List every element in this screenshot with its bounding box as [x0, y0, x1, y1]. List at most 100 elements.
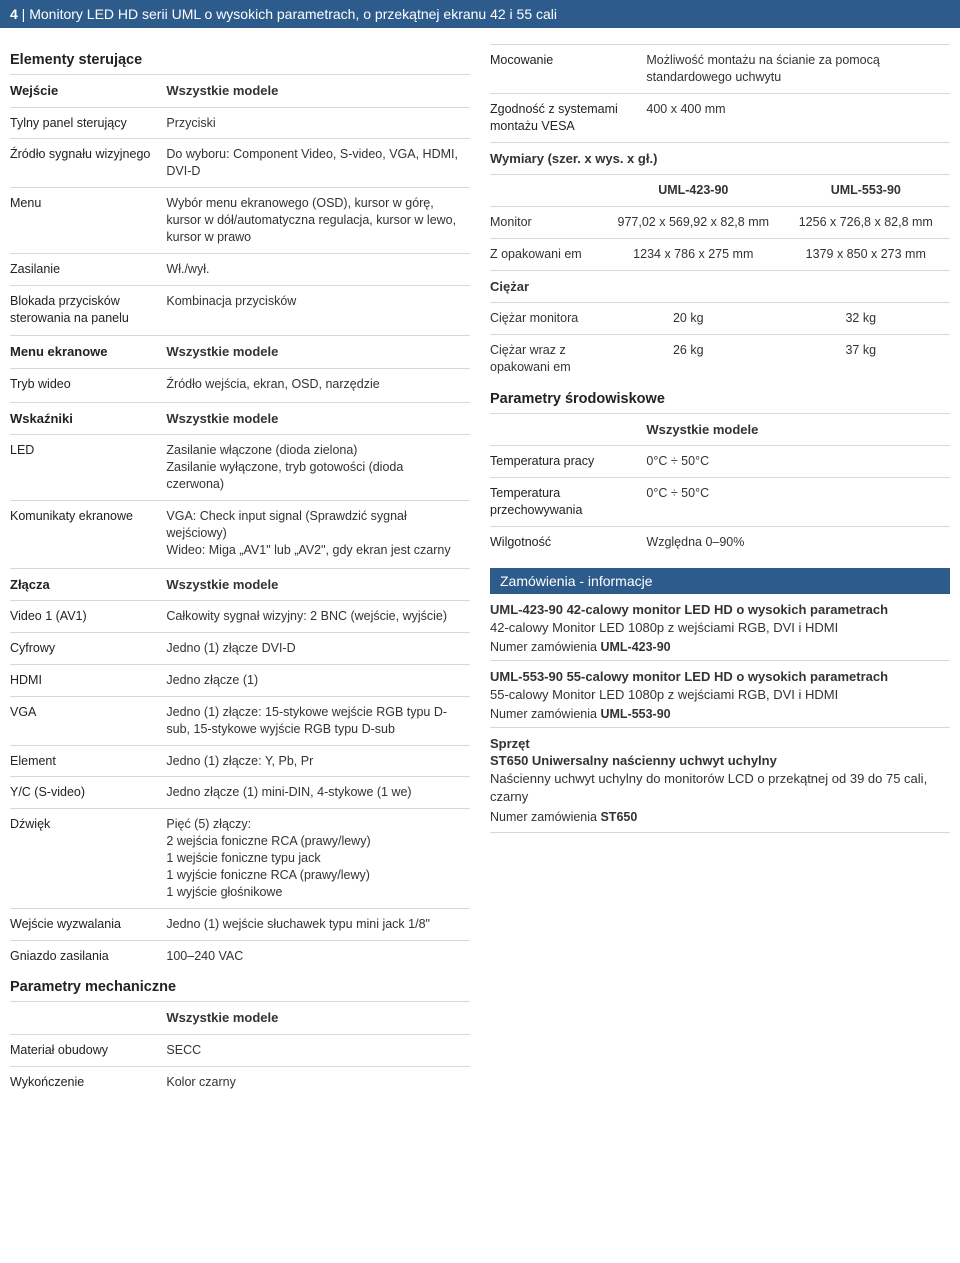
order-title: UML-553-90 55-calowy monitor LED HD o wy…	[490, 669, 950, 684]
spec-label: Wykończenie	[10, 1066, 166, 1097]
orders-list: UML-423-90 42-calowy monitor LED HD o wy…	[490, 594, 950, 728]
spec-value: Wszystkie modele	[646, 413, 950, 446]
spec-label: LED	[10, 435, 166, 501]
spec-label: Element	[10, 745, 166, 777]
table-zlacza: ZłączaWszystkie modeleVideo 1 (AV1)Całko…	[10, 568, 470, 972]
order-desc: 55-calowy Monitor LED 1080p z wejściami …	[490, 686, 950, 704]
spec-label: Temperatura pracy	[490, 446, 646, 478]
dim-title: Wymiary (szer. x wys. x gł.)	[490, 142, 950, 174]
table-elementy: WejścieWszystkie modeleTylny panel steru…	[10, 74, 470, 333]
order-number: Numer zamówienia UML-553-90	[490, 707, 950, 721]
table-ciezar-title: Ciężar	[490, 270, 950, 303]
sprzet-num: Numer zamówienia ST650	[490, 810, 950, 824]
spec-label: Zgodność z systemami montażu VESA	[490, 93, 646, 141]
final-separator	[490, 832, 950, 833]
spec-label: Mocowanie	[490, 45, 646, 94]
dim-label: Ciężar wraz z opakowani em	[490, 335, 605, 383]
header-title: Monitory LED HD serii UML o wysokich par…	[29, 6, 557, 22]
dim-val-2: 1256 x 726,8 x 82,8 mm	[788, 206, 950, 238]
spec-value: Jedno złącze (1) mini-DIN, 4-stykowe (1 …	[166, 777, 470, 809]
order-title: UML-423-90 42-calowy monitor LED HD o wy…	[490, 602, 950, 617]
spec-label: Złącza	[10, 568, 166, 601]
dim-label: Monitor	[490, 206, 605, 238]
section-srodowisko: Parametry środowiskowe	[490, 391, 950, 407]
sprzet-title: Sprzęt	[490, 736, 950, 751]
spec-label: Tylny panel sterujący	[10, 107, 166, 139]
table-wskazniki: WskaźnikiWszystkie modeleLEDZasilanie wł…	[10, 402, 470, 566]
spec-label: Video 1 (AV1)	[10, 601, 166, 633]
spec-value: Przyciski	[166, 107, 470, 139]
sprzet-block: Sprzęt ST650 Uniwersalny naścienny uchwy…	[490, 728, 950, 829]
spec-value: Wszystkie modele	[166, 336, 470, 369]
sprzet-item-title: ST650 Uniwersalny naścienny uchwyt uchyl…	[490, 753, 950, 768]
dim-val-2: 1379 x 850 x 273 mm	[788, 238, 950, 269]
spec-value: Do wyboru: Component Video, S-video, VGA…	[166, 139, 470, 188]
spec-label: HDMI	[10, 664, 166, 696]
spec-label: Źródło sygnału wizyjnego	[10, 139, 166, 188]
spec-value: Wszystkie modele	[166, 1002, 470, 1035]
spec-value: Całkowity sygnał wizyjny: 2 BNC (wejście…	[166, 601, 470, 633]
spec-label: Zasilanie	[10, 253, 166, 285]
spec-value: 0°C ÷ 50°C	[646, 446, 950, 478]
page-header: 4 | Monitory LED HD serii UML o wysokich…	[0, 0, 960, 28]
spec-label: Wskaźniki	[10, 402, 166, 435]
dim-val-1: 1234 x 786 x 275 mm	[605, 238, 788, 269]
spec-value: Jedno (1) złącze: 15-stykowe wejście RGB…	[166, 696, 470, 745]
spec-label: Materiał obudowy	[10, 1034, 166, 1066]
dim-header: UML-423-90	[605, 175, 788, 207]
section-elementy: Elementy sterujące	[10, 52, 470, 68]
spec-value: SECC	[166, 1034, 470, 1066]
dim-val-2: 37 kg	[778, 335, 951, 383]
spec-value: Źródło wejścia, ekran, OSD, narzędzie	[166, 368, 470, 399]
spec-label: Wejście	[10, 75, 166, 108]
spec-label: Y/C (S-video)	[10, 777, 166, 809]
spec-value: Kolor czarny	[166, 1066, 470, 1097]
content-columns: Elementy sterujące WejścieWszystkie mode…	[0, 28, 960, 1118]
spec-value: Jedno (1) złącze DVI-D	[166, 633, 470, 665]
page-number: 4	[10, 6, 18, 22]
order-number: Numer zamówienia UML-423-90	[490, 640, 950, 654]
spec-value: VGA: Check input signal (Sprawdzić sygna…	[166, 501, 470, 566]
spec-label: Gniazdo zasilania	[10, 940, 166, 971]
spec-value: 0°C ÷ 50°C	[646, 478, 950, 527]
spec-value: Wł./wył.	[166, 253, 470, 285]
spec-label: Blokada przycisków sterowania na panelu	[10, 285, 166, 333]
table-mounting: MocowanieMożliwość montażu na ścianie za…	[490, 44, 950, 142]
header-sep: |	[18, 6, 29, 22]
order-desc: 42-calowy Monitor LED 1080p z wejściami …	[490, 619, 950, 637]
table-environmental: Wszystkie modeleTemperatura pracy0°C ÷ 5…	[490, 413, 950, 558]
spec-label: VGA	[10, 696, 166, 745]
spec-label: Komunikaty ekranowe	[10, 501, 166, 566]
table-dim-title: Wymiary (szer. x wys. x gł.)	[490, 142, 950, 175]
spec-value: Wszystkie modele	[166, 402, 470, 435]
dim-header: UML-553-90	[788, 175, 950, 207]
spec-label: Menu	[10, 188, 166, 254]
spec-value: Jedno (1) złącze: Y, Pb, Pr	[166, 745, 470, 777]
spec-value: Jedno złącze (1)	[166, 664, 470, 696]
spec-label: Wilgotność	[490, 527, 646, 558]
left-column: Elementy sterujące WejścieWszystkie mode…	[10, 44, 470, 1098]
dim-label: Ciężar monitora	[490, 303, 605, 335]
spec-value: 400 x 400 mm	[646, 93, 950, 141]
ciezar-title: Ciężar	[490, 270, 950, 302]
spec-value: 100–240 VAC	[166, 940, 470, 971]
section-mechaniczne: Parametry mechaniczne	[10, 979, 470, 995]
order-info-bar: Zamówienia - informacje	[490, 568, 950, 594]
dim-val-1: 20 kg	[605, 303, 778, 335]
sprzet-desc: Naścienny uchwyt uchylny do monitorów LC…	[490, 770, 950, 806]
right-column: MocowanieMożliwość montażu na ścianie za…	[490, 44, 950, 1098]
dim-val-2: 32 kg	[778, 303, 951, 335]
spec-value: Możliwość montażu na ścianie za pomocą s…	[646, 45, 950, 94]
spec-label: Tryb wideo	[10, 368, 166, 399]
order-block: UML-553-90 55-calowy monitor LED HD o wy…	[490, 661, 950, 728]
table-mechaniczne: Wszystkie modeleMateriał obudowySECCWyko…	[10, 1001, 470, 1097]
dim-val-1: 26 kg	[605, 335, 778, 383]
spec-value: Jedno (1) wejście słuchawek typu mini ja…	[166, 908, 470, 940]
spec-label	[490, 413, 646, 446]
spec-label: Temperatura przechowywania	[490, 478, 646, 527]
table-menu-ekranowe: Menu ekranoweWszystkie modeleTryb wideoŹ…	[10, 335, 470, 399]
spec-value: Wybór menu ekranowego (OSD), kursor w gó…	[166, 188, 470, 254]
table-weight: Ciężar monitora20 kg32 kg Ciężar wraz z o…	[490, 302, 950, 383]
order-block: UML-423-90 42-calowy monitor LED HD o wy…	[490, 594, 950, 661]
spec-label: Dźwięk	[10, 809, 166, 908]
